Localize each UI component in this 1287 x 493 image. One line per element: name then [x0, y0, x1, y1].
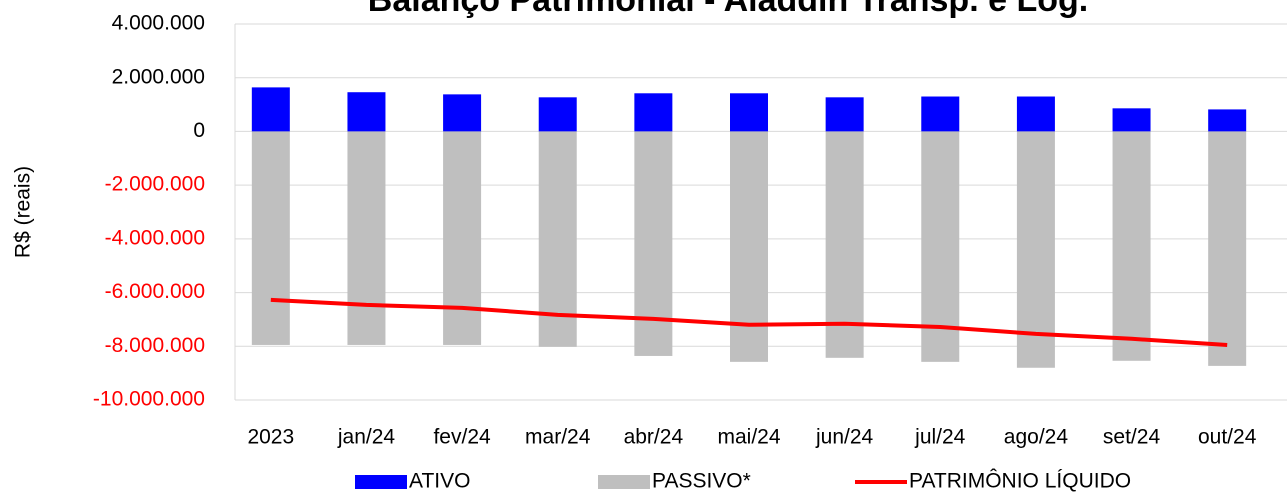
legend-label: PASSIVO* [652, 470, 751, 493]
y-tick-label: 4.000.000 [112, 12, 205, 35]
bar [921, 131, 960, 362]
y-axis-label: R$ (reais) [12, 166, 35, 258]
bar [251, 87, 290, 132]
bar [443, 131, 482, 345]
x-tick-label: 2023 [247, 426, 294, 449]
bar [538, 131, 577, 347]
x-tick-label: fev/24 [433, 426, 491, 449]
bar [1208, 131, 1247, 366]
bar [634, 93, 673, 132]
x-tick-label: out/24 [1198, 426, 1257, 449]
bar [730, 93, 768, 132]
legend-swatch [355, 475, 407, 489]
bar [1112, 108, 1151, 132]
bar [921, 96, 960, 132]
bar [1016, 131, 1055, 368]
x-tick-label: mar/24 [525, 426, 591, 449]
x-tick-label: jul/24 [914, 426, 966, 449]
x-tick-label: mai/24 [717, 426, 780, 449]
bar [1112, 131, 1151, 361]
legend-label: ATIVO [409, 470, 470, 493]
bar [1016, 96, 1055, 132]
x-tick-label: ago/24 [1004, 426, 1069, 449]
x-tick-label: abr/24 [624, 426, 684, 449]
y-tick-label: 0 [193, 119, 205, 142]
y-tick-label: -10.000.000 [93, 388, 205, 411]
x-tick-label: set/24 [1103, 426, 1161, 449]
bar [825, 97, 864, 132]
x-tick-label: jan/24 [337, 426, 396, 449]
x-tick-label: jun/24 [815, 426, 874, 449]
bar [347, 131, 386, 345]
legend-swatch [598, 475, 650, 489]
y-tick-label: 2.000.000 [112, 65, 205, 88]
bar [730, 131, 768, 362]
bar [634, 131, 673, 356]
bar [538, 97, 577, 132]
bar [443, 94, 482, 132]
y-tick-label: -4.000.000 [105, 226, 205, 249]
bar [347, 92, 386, 132]
bar [1208, 109, 1247, 132]
y-tick-label: -2.000.000 [105, 173, 205, 196]
bar [251, 131, 290, 345]
y-tick-label: -8.000.000 [105, 334, 205, 357]
y-tick-label: -6.000.000 [105, 280, 205, 303]
bar [825, 131, 864, 358]
chart-title: Balanço Patrimonial - Aladdin Transp. e … [368, 0, 1088, 19]
legend-label: PATRIMÔNIO LÍQUIDO [909, 470, 1131, 493]
line [270, 297, 1228, 347]
